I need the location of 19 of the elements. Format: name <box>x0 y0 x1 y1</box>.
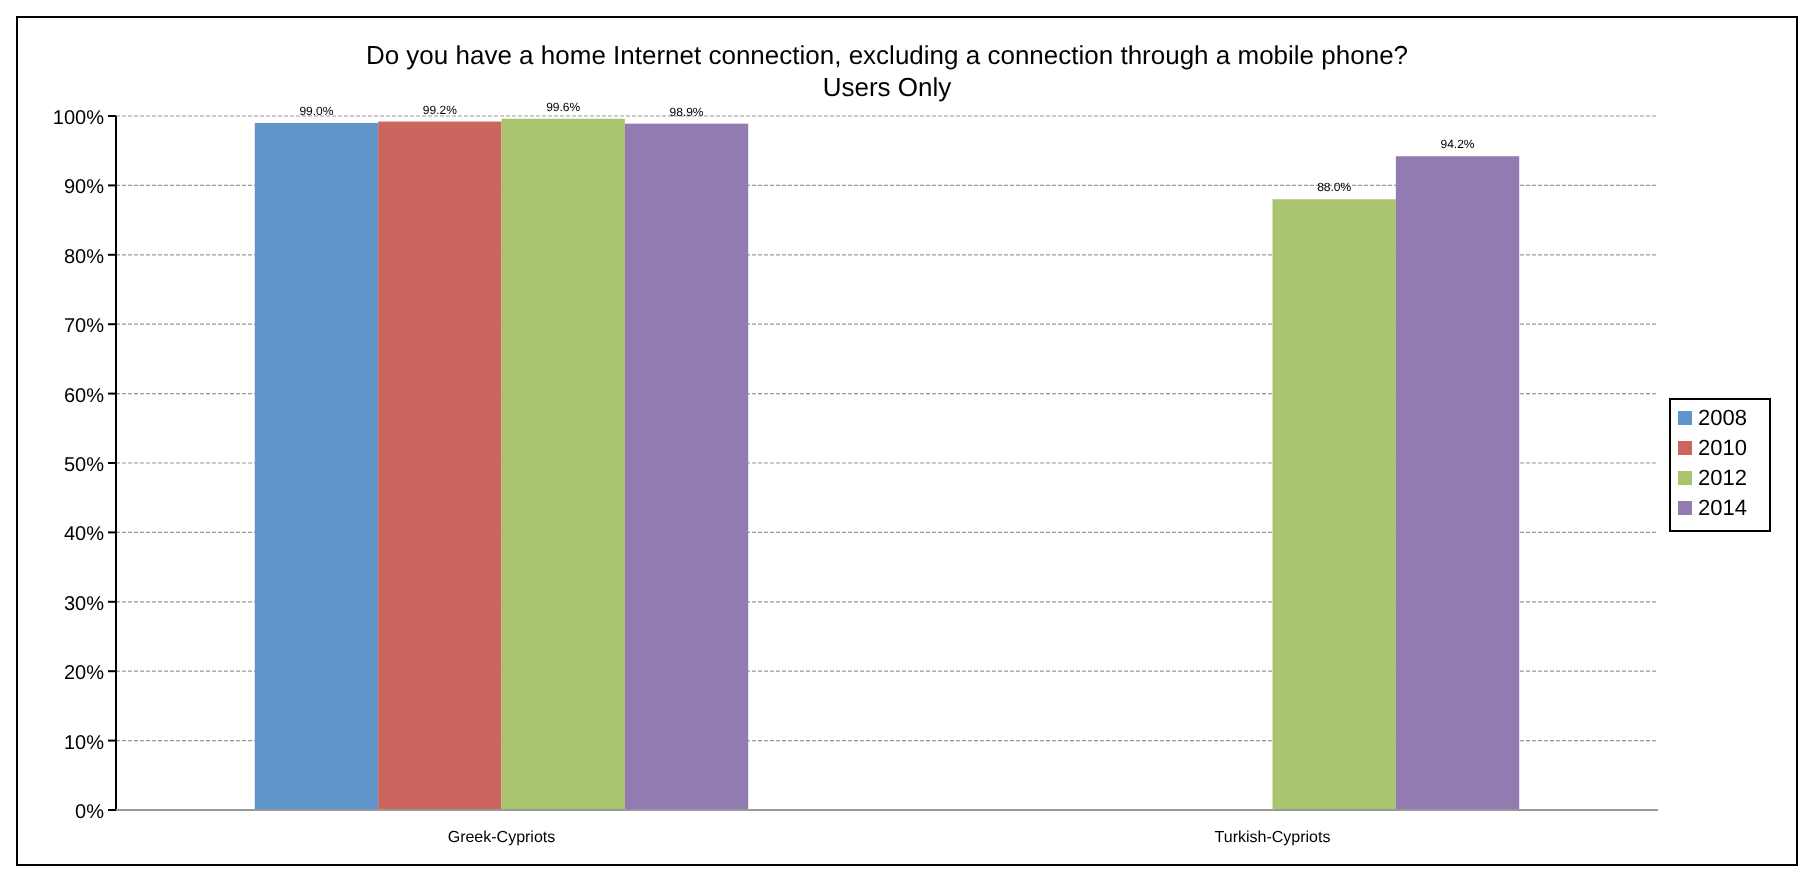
y-tick-label: 60% <box>63 385 105 408</box>
chart-subtitle: Users Only <box>822 72 953 102</box>
y-tick-label: 0% <box>75 802 105 824</box>
y-tick-label: 20% <box>63 663 105 686</box>
legend-label: 2014 <box>1698 497 1747 521</box>
x-tick-label: Turkish-Cypriots <box>1214 828 1331 846</box>
y-tick-label: 70% <box>63 316 105 339</box>
y-tick-label: 80% <box>63 246 105 269</box>
legend-label: 2010 <box>1698 437 1747 461</box>
y-tick-label: 40% <box>63 524 105 547</box>
y-tick-label: 30% <box>63 593 105 616</box>
legend-label: 2012 <box>1698 467 1747 491</box>
x-tick-label: Greek-Cypriots <box>447 828 556 846</box>
y-tick-label: 100% <box>52 108 105 130</box>
y-tick-label: 50% <box>63 455 105 477</box>
y-tick-label: 10% <box>63 732 105 755</box>
chart-title: Do you have a home Internet connection, excluding a connection through a mobile phone? <box>365 40 1409 70</box>
legend-label: 2008 <box>1698 407 1747 431</box>
y-tick-label: 90% <box>63 177 105 200</box>
